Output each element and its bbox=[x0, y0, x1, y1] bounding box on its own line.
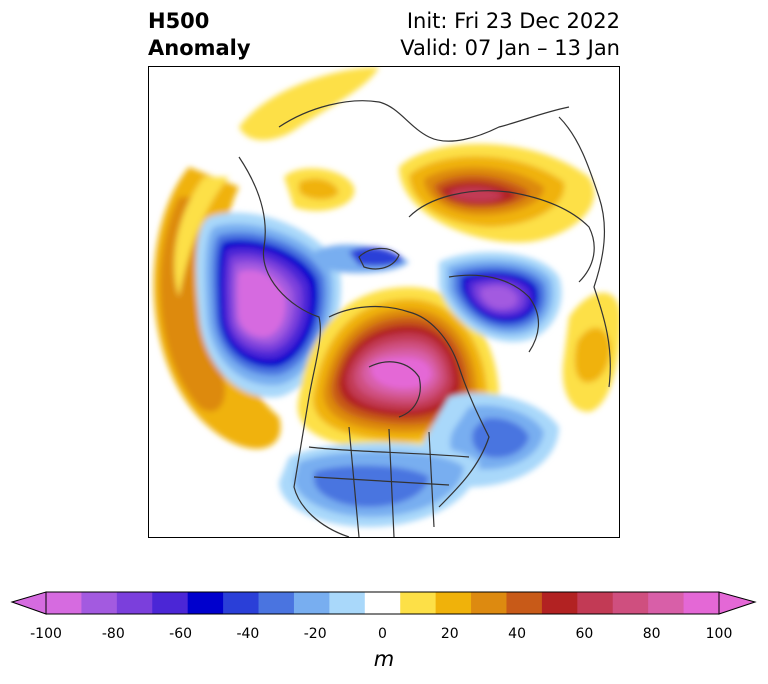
title-field-name: H500 bbox=[148, 9, 210, 33]
colorbar-cell bbox=[435, 592, 472, 614]
coastlines bbox=[238, 100, 611, 537]
colorbar-tick-label: -40 bbox=[236, 626, 260, 642]
colorbar-extend-high bbox=[718, 591, 757, 615]
anomaly-map bbox=[148, 66, 620, 538]
colorbar-cell bbox=[46, 592, 82, 614]
colorbar-cell bbox=[258, 592, 295, 614]
chart-title-left: H500 Anomaly bbox=[148, 8, 251, 62]
colorbar-cell bbox=[364, 592, 401, 614]
colorbar-tick-label: 20 bbox=[440, 626, 459, 642]
anomaly-map-svg bbox=[153, 67, 619, 537]
contours bbox=[153, 67, 619, 527]
colorbar-cell bbox=[187, 592, 224, 614]
colorbar-cell bbox=[471, 592, 507, 614]
colorbar-tick-label: -80 bbox=[101, 626, 125, 642]
colorbar-cell bbox=[648, 592, 685, 614]
colorbar bbox=[10, 591, 757, 615]
valid-time-label: Valid: 07 Jan – 13 Jan bbox=[400, 36, 620, 60]
colorbar-tick-label: -20 bbox=[303, 626, 327, 642]
colorbar-cell bbox=[293, 592, 330, 614]
title-field-type: Anomaly bbox=[148, 36, 251, 60]
colorbar-cell bbox=[152, 592, 189, 614]
colorbar-cell bbox=[329, 592, 366, 614]
colorbar-tick-label: 40 bbox=[508, 626, 527, 642]
colorbar-cell bbox=[506, 592, 543, 614]
colorbar-cell bbox=[223, 592, 260, 614]
colorbar-tick-label: 100 bbox=[705, 626, 733, 642]
colorbar-tick-label: 80 bbox=[642, 626, 661, 642]
colorbar-cell bbox=[541, 592, 578, 614]
colorbar-cell bbox=[400, 592, 437, 614]
colorbar-cell bbox=[683, 592, 720, 614]
colorbar-units: m bbox=[373, 647, 395, 671]
chart-title-right: Init: Fri 23 Dec 2022 Valid: 07 Jan – 13… bbox=[400, 8, 620, 62]
colorbar-tick-label: 0 bbox=[378, 626, 387, 642]
colorbar-cell bbox=[577, 592, 614, 614]
colorbar-outline bbox=[45, 591, 720, 615]
colorbar-tick-label: -100 bbox=[30, 626, 62, 642]
colorbar-extend-low bbox=[10, 591, 47, 615]
colorbar-cell bbox=[116, 592, 153, 614]
colorbar-tick-label: 60 bbox=[575, 626, 594, 642]
colorbar-tick-label: -60 bbox=[169, 626, 193, 642]
init-time-label: Init: Fri 23 Dec 2022 bbox=[406, 9, 620, 33]
colorbar-cell bbox=[81, 592, 118, 614]
colorbar-cell bbox=[612, 592, 649, 614]
